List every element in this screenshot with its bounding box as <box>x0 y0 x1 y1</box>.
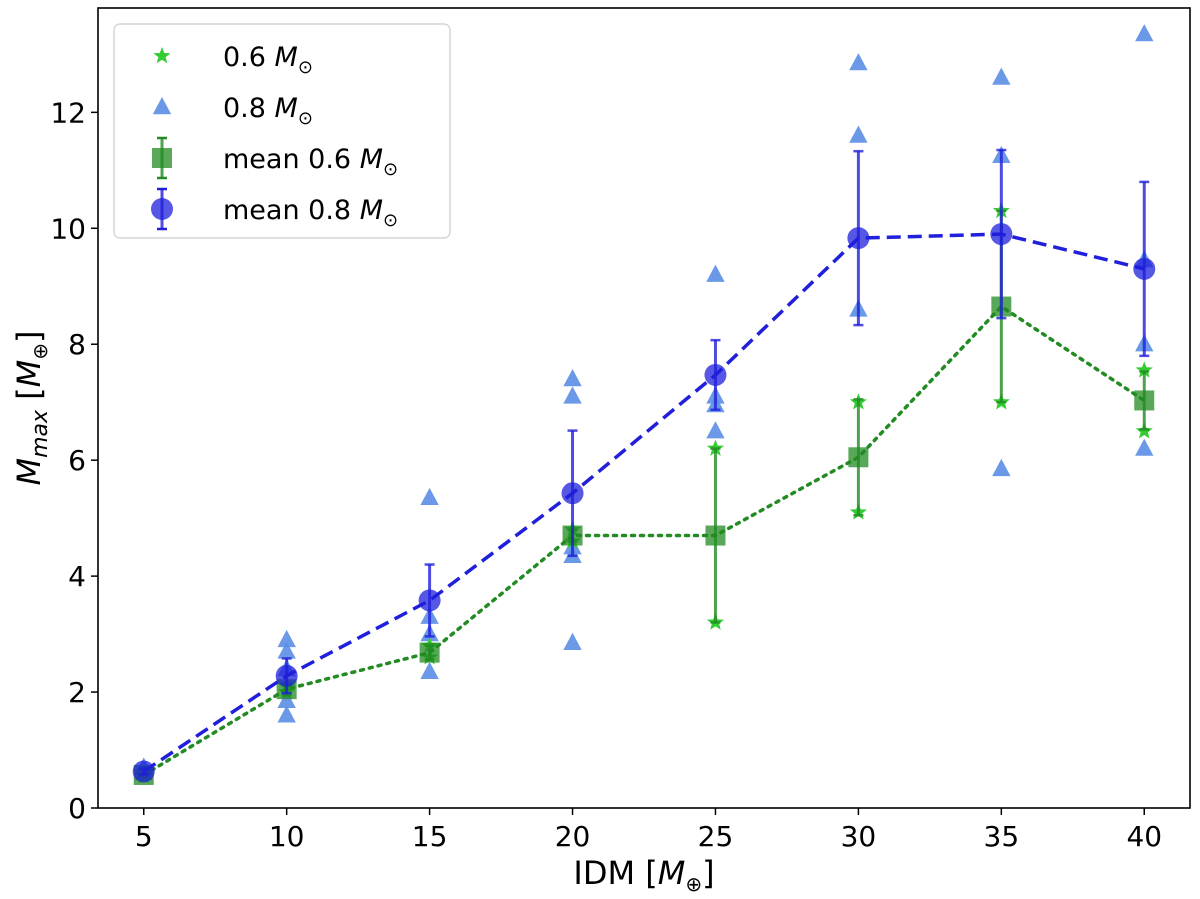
y-tick-label: 6 <box>68 444 86 477</box>
triangle-point <box>277 705 296 723</box>
mean-point <box>132 760 155 783</box>
triangle-point <box>1135 24 1154 42</box>
triangle-point <box>277 641 296 659</box>
legend-entry: 0.6 M⊙ <box>153 42 313 78</box>
y-tick-label: 4 <box>68 560 86 593</box>
mean-point <box>275 664 298 687</box>
triangle-point <box>420 661 439 679</box>
legend-label: mean 0.6 M⊙ <box>223 144 398 180</box>
mean-point <box>704 363 727 386</box>
legend-marker <box>152 97 172 115</box>
legend-label: 0.8 M⊙ <box>223 93 313 129</box>
mean-line <box>142 232 1145 773</box>
legend-marker <box>152 148 172 168</box>
triangle-point <box>992 458 1011 477</box>
mean-point <box>1133 257 1156 280</box>
triangle-point <box>420 487 439 506</box>
star-point <box>1135 361 1153 378</box>
mean-point <box>561 482 584 505</box>
triangle-point <box>849 125 868 143</box>
legend-entry: mean 0.6 M⊙ <box>152 136 398 180</box>
x-tick-label: 35 <box>984 820 1020 853</box>
legend-entry: mean 0.8 M⊙ <box>151 187 398 231</box>
triangle-point <box>563 369 582 387</box>
mean-line <box>141 304 1147 777</box>
mean-point <box>1134 390 1155 411</box>
x-tick-label: 30 <box>841 820 877 853</box>
y-tick-label: 2 <box>68 676 86 709</box>
legend-entry: 0.8 M⊙ <box>152 93 313 129</box>
series-mean-0.8 <box>132 148 1156 783</box>
triangle-point <box>849 53 868 71</box>
mean-point <box>705 525 726 546</box>
triangle-point <box>277 629 296 648</box>
mean-point <box>847 227 870 250</box>
x-tick-label: 40 <box>1126 820 1162 853</box>
y-axis-label: Mmax [M⊕] <box>10 330 53 485</box>
y-tick-label: 8 <box>68 328 86 361</box>
triangle-point <box>1135 438 1154 456</box>
triangle-point <box>277 690 296 708</box>
x-tick-label: 10 <box>269 820 305 853</box>
plot-area <box>132 24 1156 785</box>
y-tick-label: 0 <box>68 792 86 825</box>
triangle-point <box>706 264 725 282</box>
triangle-point <box>563 386 582 404</box>
legend: 0.6 M⊙ 0.8 M⊙ mean 0.6 M⊙ mean 0.8 M⊙ <box>113 23 451 239</box>
legend-marker <box>151 198 173 220</box>
triangle-point <box>992 67 1011 85</box>
legend-box <box>113 23 451 239</box>
legend-label: mean 0.8 M⊙ <box>223 195 398 231</box>
legend-marker <box>153 47 171 64</box>
axis-ticks: 5 10 15 20 25 30 35 40 0 2 4 6 8 10 12 <box>50 96 1162 853</box>
legend-label: 0.6 M⊙ <box>223 42 313 78</box>
axes-frame <box>97 7 1191 809</box>
mean-point <box>990 223 1013 246</box>
mean-point <box>419 642 440 663</box>
y-tick-label: 10 <box>50 212 86 245</box>
mean-point <box>848 447 869 468</box>
triangle-point <box>563 632 582 650</box>
x-tick-label: 15 <box>412 820 448 853</box>
triangle-point <box>706 421 725 439</box>
x-axis-label: IDM [M⊕] <box>573 854 714 896</box>
x-tick-label: 25 <box>698 820 734 853</box>
x-tick-label: 5 <box>135 820 153 853</box>
mean-point <box>418 589 441 612</box>
x-tick-label: 20 <box>555 820 591 853</box>
y-tick-label: 12 <box>50 96 86 129</box>
